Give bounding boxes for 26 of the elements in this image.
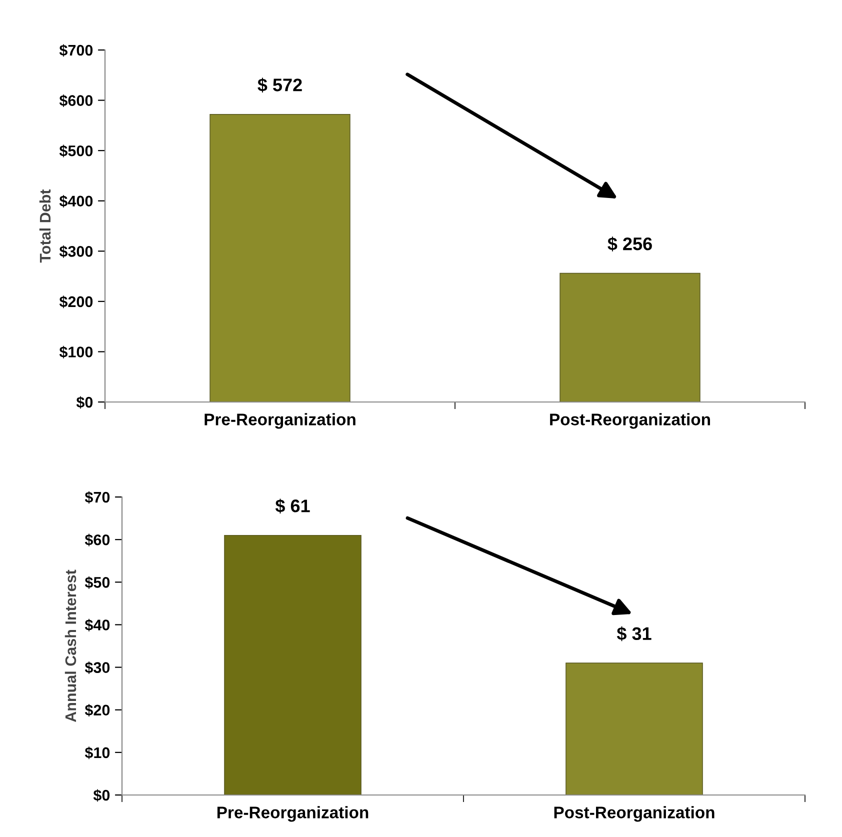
y-tick-label: $300 — [59, 245, 93, 258]
data-label: $ 572 — [258, 78, 302, 93]
y-tick-label: $0 — [93, 789, 110, 802]
x-tick-label: Post-Reorganization — [550, 413, 710, 429]
y-tick-label: $400 — [59, 195, 93, 208]
data-label: $ 61 — [275, 498, 310, 514]
x-tick-label: Pre-Reorganization — [204, 413, 356, 429]
y-tick-label: $50 — [84, 576, 110, 589]
y-tick-label: $600 — [59, 94, 93, 107]
y-tick-label: $700 — [59, 44, 93, 57]
y-tick-label: $500 — [59, 144, 93, 158]
y-axis-title: Annual Cash Interest — [64, 570, 76, 722]
y-tick-label: $0 — [76, 396, 93, 409]
y-tick-label: $30 — [84, 661, 110, 674]
data-label: $ 256 — [608, 236, 652, 252]
data-label: $ 31 — [616, 626, 652, 642]
y-tick-label: $200 — [59, 296, 93, 308]
x-tick-label: Post-Reorganization — [554, 806, 714, 822]
y-tick-label: $60 — [84, 534, 110, 546]
y-tick-label: $40 — [84, 618, 110, 632]
y-tick-label: $20 — [84, 704, 110, 717]
y-axis-title: Total Debt — [39, 189, 51, 263]
y-tick-label: $100 — [59, 346, 93, 358]
y-tick-label: $70 — [84, 491, 110, 504]
y-tick-label: $10 — [84, 746, 110, 760]
x-tick-label: Pre-Reorganization — [217, 806, 368, 822]
